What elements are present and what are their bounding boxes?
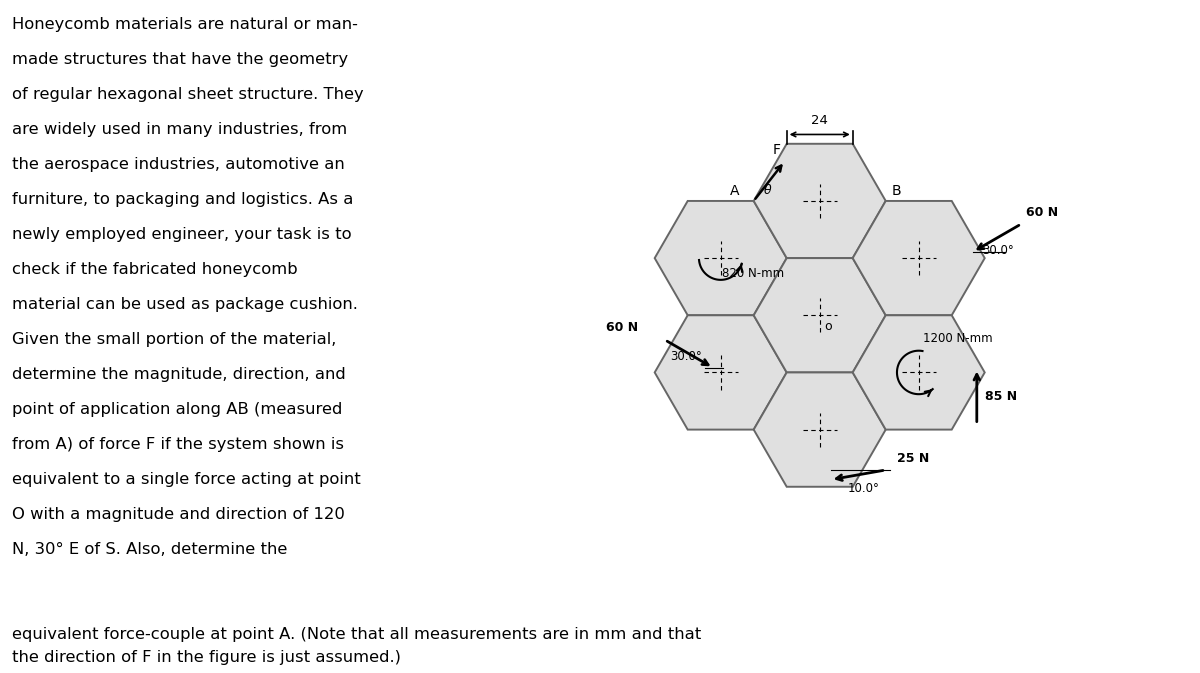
Text: are widely used in many industries, from: are widely used in many industries, from (12, 122, 347, 137)
Polygon shape (853, 315, 985, 429)
Text: o: o (824, 320, 832, 333)
Text: equivalent to a single force acting at point: equivalent to a single force acting at p… (12, 472, 361, 487)
Text: 10.0°: 10.0° (848, 483, 880, 495)
Text: furniture, to packaging and logistics. As a: furniture, to packaging and logistics. A… (12, 192, 353, 207)
Text: 30.0°: 30.0° (982, 244, 1014, 257)
Text: 60 N: 60 N (1026, 207, 1058, 219)
Text: from A) of force F if the system shown is: from A) of force F if the system shown i… (12, 437, 344, 452)
Text: equivalent force-couple at point A. (Note that all measurements are in mm and th: equivalent force-couple at point A. (Not… (12, 627, 701, 642)
Polygon shape (754, 372, 886, 487)
Text: made structures that have the geometry: made structures that have the geometry (12, 52, 348, 67)
Text: 820 N-mm: 820 N-mm (722, 267, 785, 281)
Text: the aerospace industries, automotive an: the aerospace industries, automotive an (12, 157, 344, 172)
Text: the direction of F in the figure is just assumed.): the direction of F in the figure is just… (12, 650, 401, 665)
Text: material can be used as package cushion.: material can be used as package cushion. (12, 297, 358, 312)
Text: 60 N: 60 N (606, 320, 638, 334)
Text: newly employed engineer, your task is to: newly employed engineer, your task is to (12, 227, 352, 242)
Text: B: B (892, 184, 901, 198)
Text: A: A (731, 184, 739, 198)
Text: 24: 24 (811, 114, 828, 127)
Polygon shape (754, 144, 886, 258)
Text: O with a magnitude and direction of 120: O with a magnitude and direction of 120 (12, 507, 344, 522)
Text: point of application along AB (measured: point of application along AB (measured (12, 402, 342, 417)
Text: 85 N: 85 N (984, 390, 1016, 403)
Text: 25 N: 25 N (896, 452, 929, 465)
Text: Given the small portion of the material,: Given the small portion of the material, (12, 332, 336, 347)
Text: Honeycomb materials are natural or man-: Honeycomb materials are natural or man- (12, 17, 358, 32)
Polygon shape (853, 201, 985, 315)
Polygon shape (754, 258, 886, 372)
Text: 30.0°: 30.0° (670, 350, 702, 363)
Text: check if the fabricated honeycomb: check if the fabricated honeycomb (12, 262, 298, 277)
Text: determine the magnitude, direction, and: determine the magnitude, direction, and (12, 367, 346, 382)
Text: 1200 N-mm: 1200 N-mm (923, 332, 992, 345)
Text: F: F (773, 143, 781, 157)
Polygon shape (655, 315, 787, 429)
Text: of regular hexagonal sheet structure. They: of regular hexagonal sheet structure. Th… (12, 87, 364, 102)
Text: N, 30° E of S. Also, determine the: N, 30° E of S. Also, determine the (12, 542, 287, 557)
Text: θ: θ (763, 184, 772, 197)
Polygon shape (655, 201, 787, 315)
